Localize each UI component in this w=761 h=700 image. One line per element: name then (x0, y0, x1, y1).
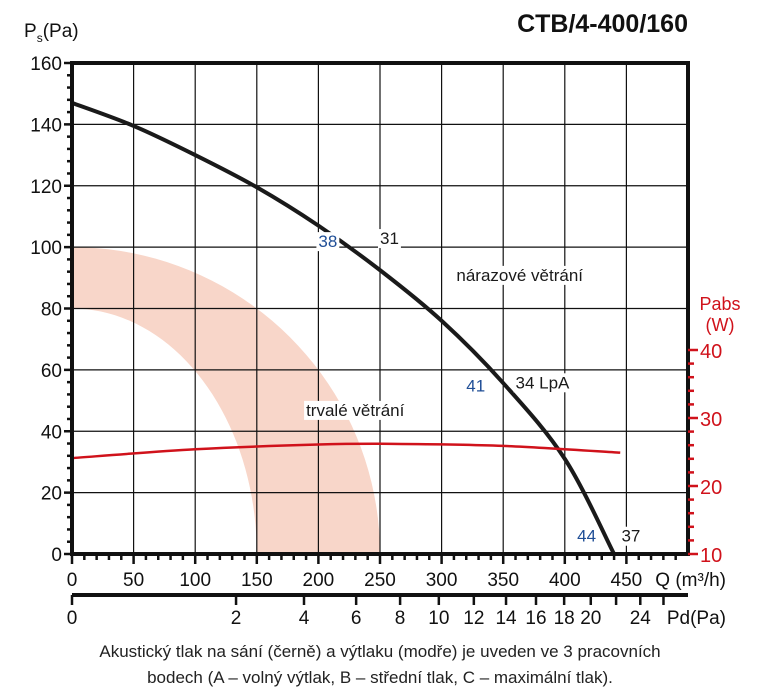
constant-ventilation-band (72, 247, 380, 554)
pd-tick-label: 20 (580, 608, 601, 629)
y-tick-label: 80 (41, 300, 62, 321)
annotation-background (378, 229, 401, 249)
y2-axis-label: Pabs (699, 294, 740, 314)
y2-tick-label: 20 (700, 477, 722, 499)
x-tick-label: 100 (179, 570, 211, 591)
x-tick-label: 250 (364, 570, 396, 591)
y-tick-label: 160 (30, 54, 62, 75)
y-tick-label: 140 (30, 115, 62, 136)
x-tick-label: 450 (611, 570, 643, 591)
x-tick-label: 150 (241, 570, 273, 591)
pd-tick-label: 8 (395, 608, 406, 629)
pd-tick-label: 12 (463, 608, 484, 629)
pd-tick-label: 10 (428, 608, 449, 629)
annotations: 38 31 nárazové větrání 41 34 LpA trvalé větrá… (304, 229, 643, 546)
annotation-label: 41 (466, 376, 485, 395)
y-tick-label: 60 (41, 361, 62, 382)
y2-axis-unit: (W) (706, 315, 735, 335)
y-tick-label: 0 (51, 545, 62, 566)
y-tick-label: 120 (30, 177, 62, 198)
x-tick-label: 400 (549, 570, 581, 591)
annotation-label: 44 (577, 527, 596, 546)
annotation-label: 37 (621, 527, 640, 546)
pd-tick-label: 4 (299, 608, 310, 629)
x-axis-label: Q (m³/h) (655, 570, 726, 591)
annotation-background (304, 400, 407, 420)
chart-title: CTB/4-400/160 (517, 10, 688, 38)
annotation-label: nárazové větrání (456, 266, 583, 285)
x-tick-label: 350 (487, 570, 519, 591)
annotation-label: 31 (380, 229, 399, 248)
annotation-background (513, 373, 573, 393)
pd-tick-label: 0 (67, 608, 78, 629)
annotation-background (464, 376, 488, 396)
annotation-background (619, 526, 643, 546)
caption-line-2: bodech (A – volný výtlak, B – střední tl… (147, 668, 613, 687)
x-tick-label: 0 (67, 570, 78, 591)
y2-tick-label: 30 (700, 409, 722, 431)
pd-tick-label: 14 (495, 608, 517, 629)
y-axis-label: Ps(Pa) (24, 21, 79, 45)
series (71, 101, 621, 555)
caption-line-1: Akustický tlak na sání (černě) a výtlaku… (99, 642, 660, 661)
annotation-label: trvalé větrání (306, 401, 405, 420)
y-tick-label: 40 (41, 422, 62, 443)
pd-tick-label: 6 (351, 608, 362, 629)
pd-tick-label: 16 (525, 608, 546, 629)
x-tick-label: 50 (123, 570, 144, 591)
y2-tick-label: 10 (700, 545, 722, 567)
pd-tick-label: 18 (554, 608, 575, 629)
y-tick-label: 100 (30, 238, 62, 259)
y2-tick-label: 40 (700, 341, 722, 363)
series-line-ps (71, 101, 616, 555)
pd-tick-label: 24 (630, 608, 652, 629)
pd-tick-label: 2 (231, 608, 242, 629)
x-tick-label: 200 (303, 570, 335, 591)
pd-axis-label: Pd(Pa) (667, 608, 726, 629)
series-line-pabs (71, 442, 621, 460)
y-tick-label: 20 (41, 484, 62, 505)
annotation-label: 34 LpA (516, 373, 571, 392)
annotation-label: 38 (318, 232, 337, 251)
annotation-background (575, 526, 599, 546)
annotation-background (316, 232, 340, 252)
annotation-background (454, 265, 586, 285)
grid (72, 63, 688, 554)
band-area (72, 247, 380, 554)
x-tick-label: 300 (426, 570, 458, 591)
